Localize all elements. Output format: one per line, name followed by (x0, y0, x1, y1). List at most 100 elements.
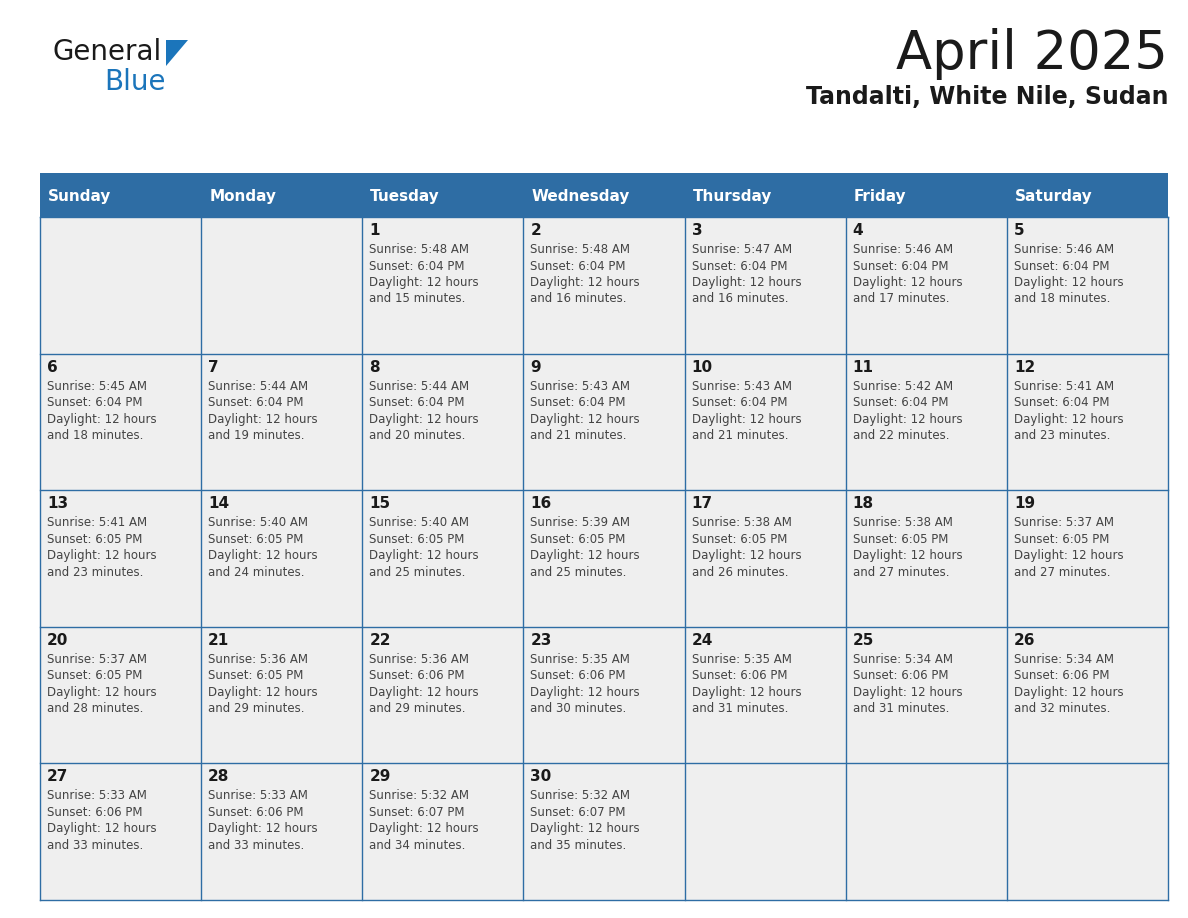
Text: Daylight: 12 hours: Daylight: 12 hours (530, 276, 640, 289)
Text: 11: 11 (853, 360, 873, 375)
Bar (1007, 353, 1168, 490)
Bar (684, 353, 846, 490)
Text: Sunset: 6:06 PM: Sunset: 6:06 PM (208, 806, 304, 819)
Text: Sunset: 6:06 PM: Sunset: 6:06 PM (48, 806, 143, 819)
Bar (201, 627, 362, 764)
Text: April 2025: April 2025 (896, 28, 1168, 80)
Text: Sunrise: 5:34 AM: Sunrise: 5:34 AM (1013, 653, 1114, 666)
Text: Sunrise: 5:32 AM: Sunrise: 5:32 AM (369, 789, 469, 802)
Bar (684, 490, 846, 627)
Text: Sunrise: 5:35 AM: Sunrise: 5:35 AM (691, 653, 791, 666)
Text: and 19 minutes.: and 19 minutes. (208, 429, 304, 442)
Text: Wednesday: Wednesday (531, 188, 630, 204)
Text: 13: 13 (48, 497, 68, 511)
Text: Daylight: 12 hours: Daylight: 12 hours (530, 412, 640, 426)
Text: and 23 minutes.: and 23 minutes. (48, 565, 144, 578)
Text: Sunset: 6:04 PM: Sunset: 6:04 PM (530, 260, 626, 273)
Text: 23: 23 (530, 633, 551, 648)
Text: and 18 minutes.: and 18 minutes. (48, 429, 144, 442)
Text: Daylight: 12 hours: Daylight: 12 hours (369, 686, 479, 699)
Text: and 31 minutes.: and 31 minutes. (691, 702, 788, 715)
Text: Daylight: 12 hours: Daylight: 12 hours (48, 549, 157, 562)
Text: Saturday: Saturday (1015, 188, 1093, 204)
Text: Daylight: 12 hours: Daylight: 12 hours (208, 686, 317, 699)
Text: and 34 minutes.: and 34 minutes. (369, 839, 466, 852)
Text: 30: 30 (530, 769, 551, 784)
Text: Sunset: 6:04 PM: Sunset: 6:04 PM (853, 260, 948, 273)
Text: Daylight: 12 hours: Daylight: 12 hours (48, 412, 157, 426)
Text: Monday: Monday (209, 188, 276, 204)
Text: and 33 minutes.: and 33 minutes. (208, 839, 304, 852)
Text: Daylight: 12 hours: Daylight: 12 hours (853, 276, 962, 289)
Text: Sunset: 6:05 PM: Sunset: 6:05 PM (530, 532, 626, 545)
Text: Sunrise: 5:45 AM: Sunrise: 5:45 AM (48, 380, 147, 393)
Text: Sunset: 6:04 PM: Sunset: 6:04 PM (691, 396, 788, 409)
Bar (684, 217, 846, 353)
Text: Sunrise: 5:38 AM: Sunrise: 5:38 AM (853, 516, 953, 529)
Text: Sunset: 6:04 PM: Sunset: 6:04 PM (691, 260, 788, 273)
Text: and 28 minutes.: and 28 minutes. (48, 702, 144, 715)
Text: 27: 27 (48, 769, 69, 784)
Text: Sunrise: 5:44 AM: Sunrise: 5:44 AM (208, 380, 308, 393)
Text: Sunset: 6:06 PM: Sunset: 6:06 PM (691, 669, 788, 682)
Bar (1007, 217, 1168, 353)
Bar (1007, 764, 1168, 900)
Text: Sunset: 6:06 PM: Sunset: 6:06 PM (853, 669, 948, 682)
Text: 6: 6 (48, 360, 58, 375)
Text: Sunrise: 5:46 AM: Sunrise: 5:46 AM (1013, 243, 1114, 256)
Text: and 35 minutes.: and 35 minutes. (530, 839, 627, 852)
Text: Sunset: 6:04 PM: Sunset: 6:04 PM (853, 396, 948, 409)
Text: Daylight: 12 hours: Daylight: 12 hours (208, 823, 317, 835)
Text: Sunset: 6:05 PM: Sunset: 6:05 PM (369, 532, 465, 545)
Text: Sunrise: 5:32 AM: Sunrise: 5:32 AM (530, 789, 631, 802)
Text: 12: 12 (1013, 360, 1035, 375)
Text: Daylight: 12 hours: Daylight: 12 hours (530, 686, 640, 699)
Text: Sunrise: 5:40 AM: Sunrise: 5:40 AM (369, 516, 469, 529)
Text: Sunset: 6:04 PM: Sunset: 6:04 PM (208, 396, 304, 409)
Bar (362, 217, 524, 353)
Text: Sunrise: 5:35 AM: Sunrise: 5:35 AM (530, 653, 631, 666)
Text: and 15 minutes.: and 15 minutes. (369, 293, 466, 306)
Text: and 18 minutes.: and 18 minutes. (1013, 293, 1111, 306)
Text: 4: 4 (853, 223, 864, 238)
Text: Daylight: 12 hours: Daylight: 12 hours (208, 549, 317, 562)
Text: 15: 15 (369, 497, 391, 511)
Text: Sunrise: 5:37 AM: Sunrise: 5:37 AM (48, 653, 147, 666)
Text: Daylight: 12 hours: Daylight: 12 hours (208, 412, 317, 426)
Text: and 16 minutes.: and 16 minutes. (691, 293, 788, 306)
Text: 8: 8 (369, 360, 380, 375)
Text: 28: 28 (208, 769, 229, 784)
Text: and 22 minutes.: and 22 minutes. (853, 429, 949, 442)
Text: 9: 9 (530, 360, 541, 375)
Text: Tuesday: Tuesday (371, 188, 440, 204)
Bar (201, 764, 362, 900)
Text: Sunrise: 5:41 AM: Sunrise: 5:41 AM (1013, 380, 1114, 393)
Text: 29: 29 (369, 769, 391, 784)
Text: 26: 26 (1013, 633, 1036, 648)
Text: Sunset: 6:04 PM: Sunset: 6:04 PM (1013, 396, 1110, 409)
Text: and 29 minutes.: and 29 minutes. (369, 702, 466, 715)
Text: Sunset: 6:05 PM: Sunset: 6:05 PM (48, 669, 143, 682)
Bar (40, 353, 201, 490)
Text: Sunset: 6:05 PM: Sunset: 6:05 PM (48, 532, 143, 545)
Text: Daylight: 12 hours: Daylight: 12 hours (48, 686, 157, 699)
Text: Sunrise: 5:39 AM: Sunrise: 5:39 AM (530, 516, 631, 529)
Text: Sunset: 6:05 PM: Sunset: 6:05 PM (691, 532, 786, 545)
Text: Sunrise: 5:43 AM: Sunrise: 5:43 AM (691, 380, 791, 393)
Text: Sunrise: 5:41 AM: Sunrise: 5:41 AM (48, 516, 147, 529)
Bar (40, 217, 201, 353)
Text: Sunset: 6:04 PM: Sunset: 6:04 PM (1013, 260, 1110, 273)
Bar (362, 627, 524, 764)
Polygon shape (166, 40, 188, 66)
Text: Sunday: Sunday (48, 188, 112, 204)
Text: and 26 minutes.: and 26 minutes. (691, 565, 788, 578)
Text: 14: 14 (208, 497, 229, 511)
Text: and 16 minutes.: and 16 minutes. (530, 293, 627, 306)
Text: Blue: Blue (105, 68, 165, 96)
Bar (846, 490, 1007, 627)
Bar (846, 353, 1007, 490)
Text: Sunset: 6:04 PM: Sunset: 6:04 PM (48, 396, 143, 409)
Bar (846, 764, 1007, 900)
Bar (684, 764, 846, 900)
Bar (201, 353, 362, 490)
